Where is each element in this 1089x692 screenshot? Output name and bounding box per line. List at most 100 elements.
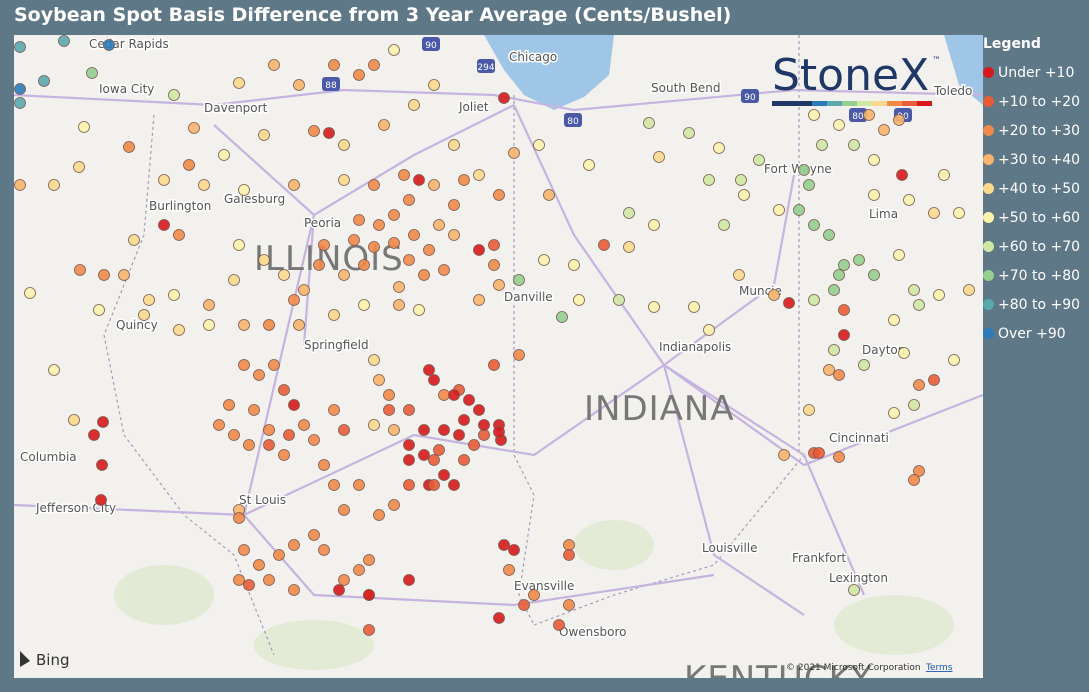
legend-swatch bbox=[983, 154, 994, 165]
site-dot bbox=[198, 179, 210, 191]
site-dot bbox=[893, 249, 905, 261]
site-dot bbox=[908, 474, 920, 486]
site-dot bbox=[308, 529, 320, 541]
legend-item: +40 to +50 bbox=[983, 174, 1080, 203]
site-dot bbox=[733, 269, 745, 281]
site-dot bbox=[498, 539, 510, 551]
site-dot bbox=[398, 169, 410, 181]
site-dot bbox=[423, 364, 435, 376]
site-dot bbox=[123, 141, 135, 153]
legend-swatch bbox=[983, 125, 994, 136]
site-dot bbox=[368, 59, 380, 71]
site-dot bbox=[418, 269, 430, 281]
site-dot bbox=[373, 374, 385, 386]
site-dot bbox=[218, 149, 230, 161]
site-dot bbox=[128, 234, 140, 246]
site-dot bbox=[288, 399, 300, 411]
terms-link[interactable]: Terms bbox=[925, 663, 953, 673]
site-dot bbox=[438, 264, 450, 276]
site-dot bbox=[468, 439, 480, 451]
site-dot bbox=[173, 229, 185, 241]
site-dot bbox=[473, 404, 485, 416]
site-dot bbox=[393, 299, 405, 311]
site-dot bbox=[543, 189, 555, 201]
site-dot bbox=[823, 364, 835, 376]
site-dot bbox=[833, 369, 845, 381]
map-labels: Cedar Rapids Iowa City Davenport Chicago Jol… bbox=[19, 36, 974, 679]
site-dot bbox=[688, 301, 700, 313]
site-dot bbox=[223, 399, 235, 411]
site-dot bbox=[353, 564, 365, 576]
map: Cedar Rapids Iowa City Davenport Chicago Jol… bbox=[14, 35, 983, 678]
site-dot bbox=[263, 319, 275, 331]
highway-shield bbox=[564, 113, 582, 127]
site-dot bbox=[288, 294, 300, 306]
site-dot bbox=[858, 359, 870, 371]
site-dot bbox=[318, 239, 330, 251]
site-dot bbox=[888, 314, 900, 326]
site-dot bbox=[438, 469, 450, 481]
site-dot bbox=[328, 404, 340, 416]
legend-swatch bbox=[983, 241, 994, 252]
legend: Legend Under +10 +10 to +20 +20 to +30 +30 … bbox=[983, 36, 1080, 348]
site-dot bbox=[328, 59, 340, 71]
site-dot bbox=[383, 389, 395, 401]
site-dot bbox=[263, 439, 275, 451]
site-dot bbox=[358, 299, 370, 311]
site-dot bbox=[563, 539, 575, 551]
site-dot bbox=[248, 404, 260, 416]
legend-label: +20 to +30 bbox=[998, 122, 1081, 139]
site-dot bbox=[838, 304, 850, 316]
site-dot bbox=[808, 294, 820, 306]
site-dot bbox=[813, 447, 825, 459]
site-dot bbox=[898, 347, 910, 359]
city-label: Columbia bbox=[20, 450, 77, 464]
site-dot bbox=[383, 404, 395, 416]
site-dot bbox=[448, 199, 460, 211]
site-dot bbox=[953, 207, 965, 219]
legend-item: Over +90 bbox=[983, 319, 1080, 348]
site-dot bbox=[388, 499, 400, 511]
site-dot bbox=[288, 179, 300, 191]
site-dot bbox=[98, 269, 110, 281]
site-dot bbox=[363, 554, 375, 566]
logo-strip bbox=[812, 101, 827, 106]
legend-label: Under +10 bbox=[998, 64, 1075, 81]
site-dot bbox=[403, 254, 415, 266]
site-dot bbox=[263, 574, 275, 586]
site-dot bbox=[93, 304, 105, 316]
legend-swatch bbox=[983, 212, 994, 223]
city-label: Cincinnati bbox=[829, 431, 889, 445]
site-dot bbox=[623, 241, 635, 253]
site-dot bbox=[938, 169, 950, 181]
site-dot bbox=[798, 164, 810, 176]
site-dot bbox=[243, 439, 255, 451]
site-dot bbox=[908, 399, 920, 411]
site-dot bbox=[378, 119, 390, 131]
site-dot bbox=[228, 274, 240, 286]
site-dot bbox=[373, 219, 385, 231]
site-dot bbox=[403, 454, 415, 466]
site-dot bbox=[103, 39, 115, 51]
site-dot bbox=[828, 284, 840, 296]
city-label: Toledo bbox=[933, 84, 972, 98]
site-dot bbox=[403, 574, 415, 586]
site-dot bbox=[508, 147, 520, 159]
site-dot bbox=[803, 404, 815, 416]
site-dot bbox=[138, 309, 150, 321]
city-label: Fort Wayne bbox=[764, 162, 832, 176]
site-dot bbox=[868, 269, 880, 281]
site-dot bbox=[348, 234, 360, 246]
site-dot bbox=[428, 179, 440, 191]
site-dot bbox=[508, 544, 520, 556]
site-dot bbox=[568, 259, 580, 271]
site-dot bbox=[783, 297, 795, 309]
site-dot bbox=[268, 359, 280, 371]
legend-swatch bbox=[983, 67, 994, 78]
site-dot bbox=[258, 129, 270, 141]
site-dot bbox=[24, 287, 36, 299]
site-dot bbox=[828, 344, 840, 356]
site-dot bbox=[368, 241, 380, 253]
site-dot bbox=[403, 404, 415, 416]
site-dot bbox=[403, 194, 415, 206]
